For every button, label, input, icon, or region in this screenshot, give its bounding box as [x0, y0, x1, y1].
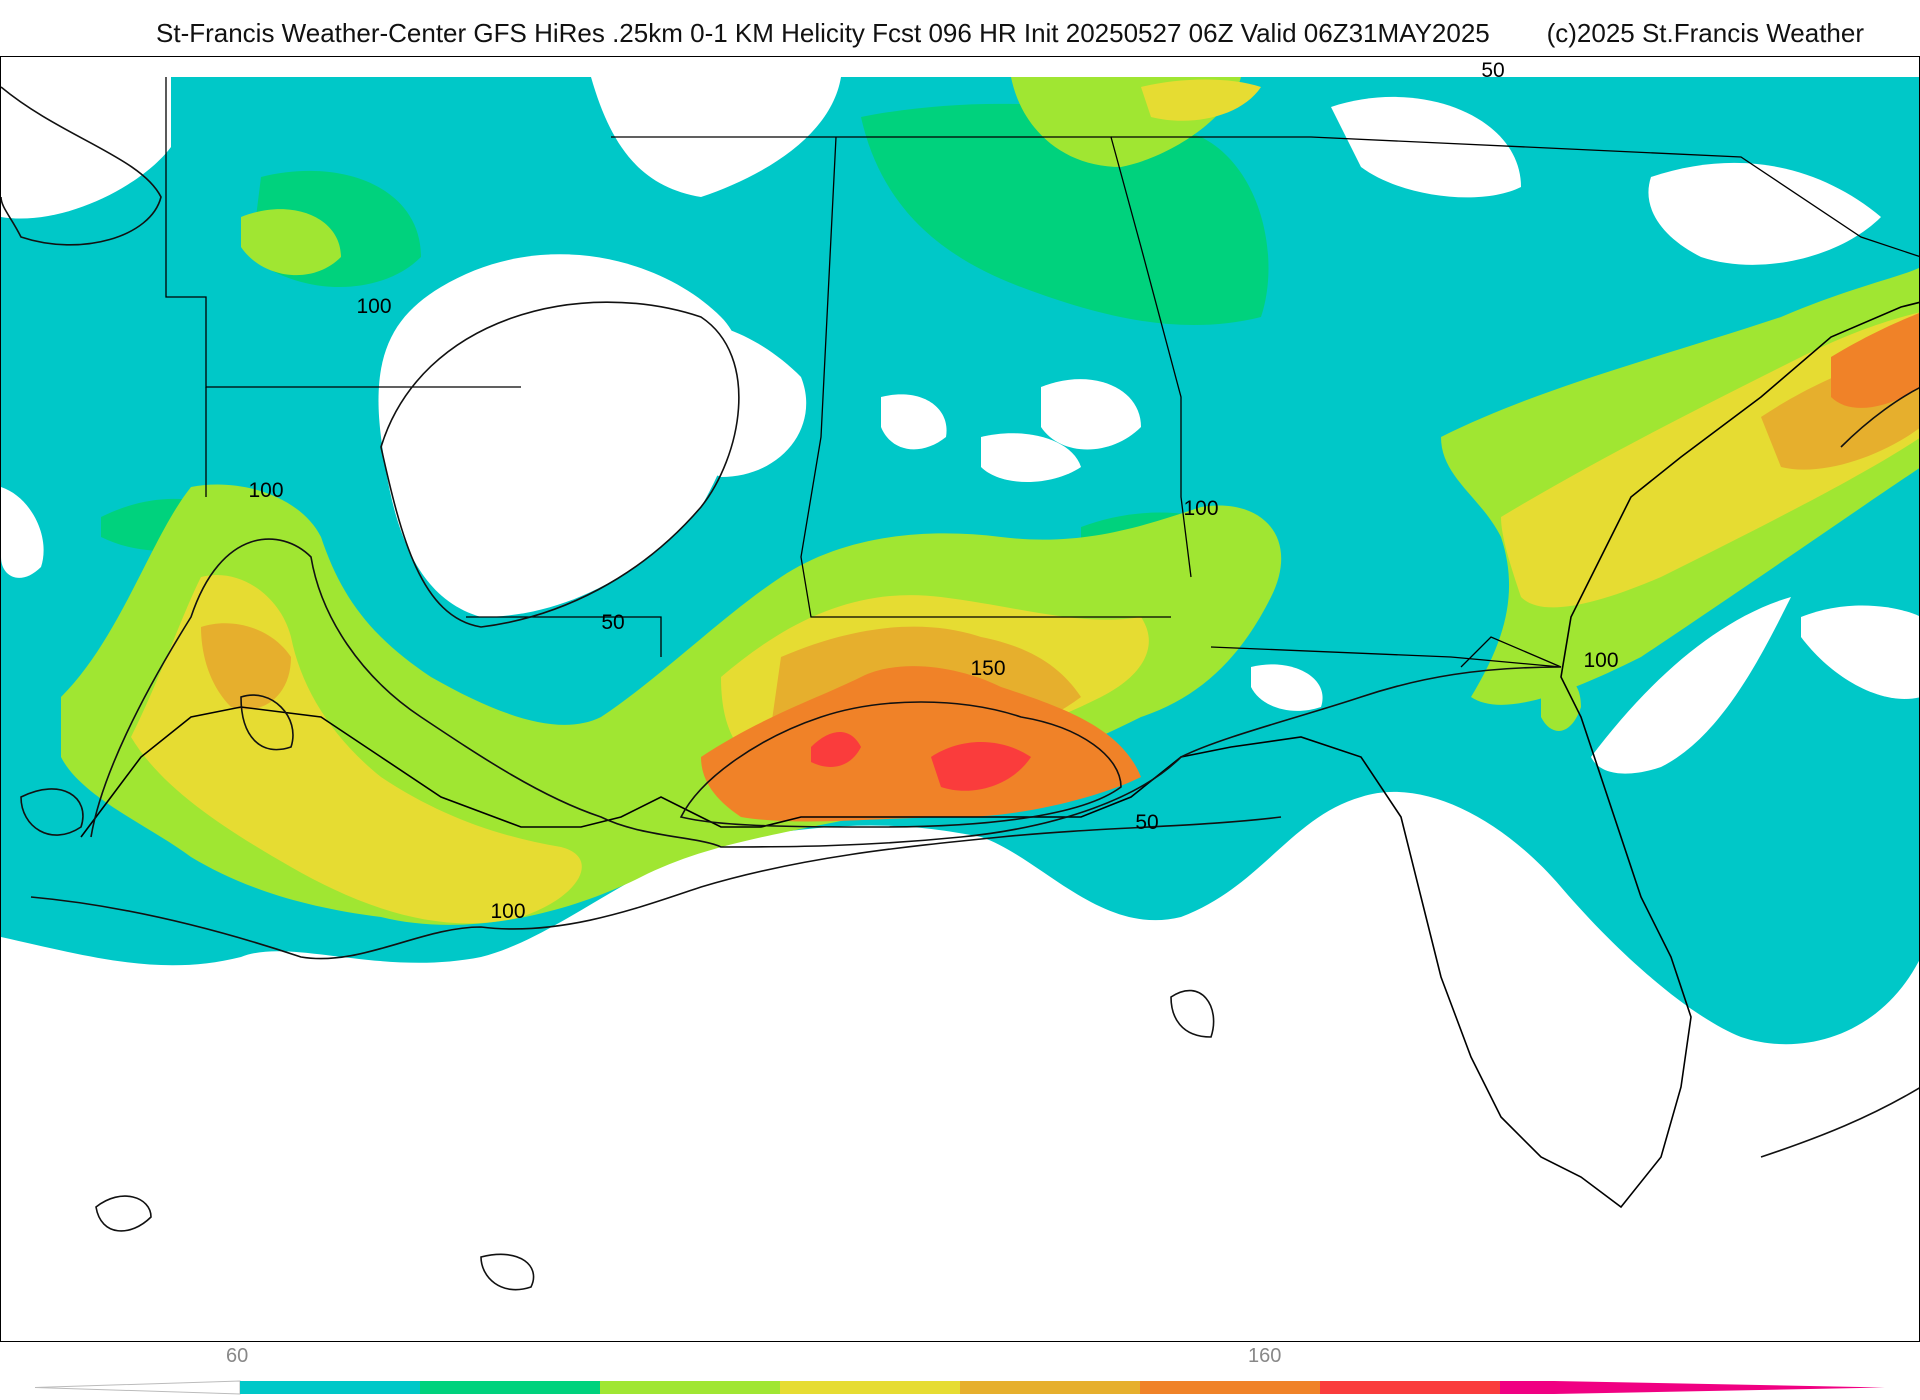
- copyright-credit: (c)2025 St.Francis Weather: [1546, 18, 1864, 48]
- helicity-field-180: [811, 732, 1031, 791]
- map-title-bar: St-Francis Weather-Center GFS HiRes .25k…: [0, 14, 1920, 54]
- colorbar-segment: [1320, 1381, 1501, 1394]
- contour-label: 100: [356, 295, 391, 318]
- colorbar-segment: [960, 1381, 1141, 1394]
- helicity-field-140: [201, 347, 1919, 757]
- colorbar-segment: [780, 1381, 961, 1394]
- helicity-field-80: [101, 103, 1281, 572]
- colorbar-segment: [420, 1381, 601, 1394]
- map-title: St-Francis Weather-Center GFS HiRes .25k…: [156, 18, 1490, 48]
- contour-label: 100: [490, 900, 525, 923]
- contour-label: 100: [248, 479, 283, 502]
- colorbar-tick: 160: [1248, 1345, 1282, 1367]
- colorbar-segment: [1500, 1381, 1885, 1394]
- colorbar-svg: [34, 1380, 1885, 1395]
- contour-lines: [1, 86, 1919, 1291]
- helicity-map: 50 100 100 100 50 150 100 100 100 50: [0, 56, 1920, 1342]
- colorbar-segment: [240, 1381, 421, 1394]
- helicity-field-120: [131, 79, 1919, 924]
- colorbar: [0, 1342, 1920, 1400]
- contour-label: 100: [1583, 649, 1618, 672]
- colorbar-segment: [600, 1381, 781, 1394]
- contour-label: 150: [970, 657, 1005, 680]
- contour-label: 50: [1481, 59, 1504, 82]
- state-borders: [165, 77, 1919, 668]
- colorbar-low-arrow: [34, 1380, 241, 1395]
- helicity-field-160: [701, 312, 1919, 822]
- contour-label: 50: [601, 611, 624, 634]
- contour-label: 50: [1135, 811, 1158, 834]
- gulf-coastline: [80, 301, 1919, 1209]
- map-canvas: 50 100 100 100 50 150 100 100 100 50: [1, 59, 1919, 1291]
- contour-label: 100: [1183, 497, 1218, 520]
- colorbar-segment: [1140, 1381, 1321, 1394]
- colorbar-tick: 60: [226, 1345, 249, 1367]
